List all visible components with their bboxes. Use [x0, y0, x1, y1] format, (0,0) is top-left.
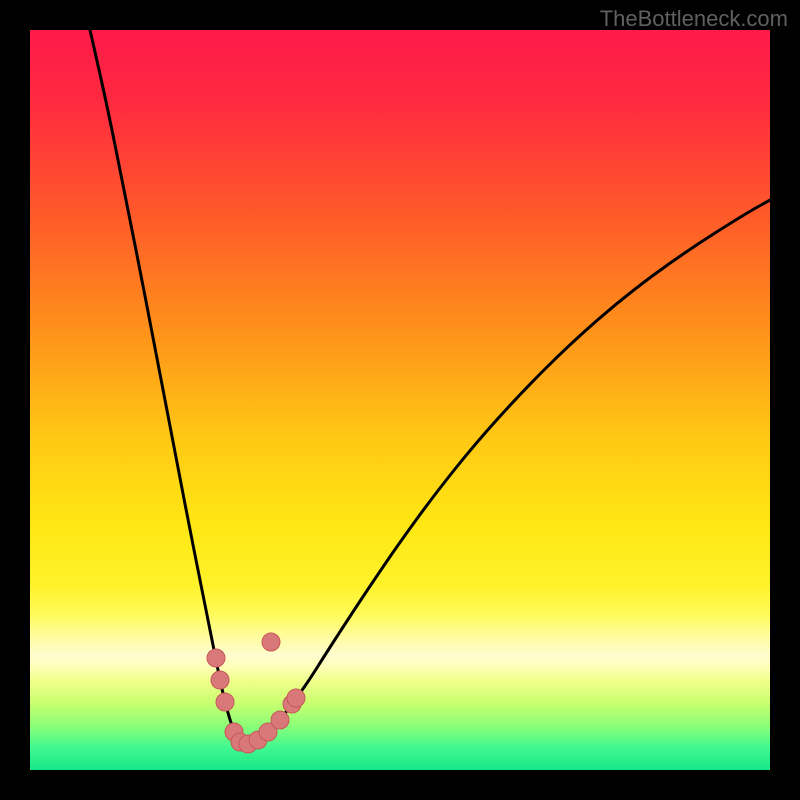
data-marker — [216, 693, 234, 711]
chart-frame: TheBottleneck.com — [0, 0, 800, 800]
plot-svg — [30, 30, 770, 770]
gradient-background — [30, 30, 770, 770]
data-marker — [271, 711, 289, 729]
data-marker — [262, 633, 280, 651]
plot-area — [30, 30, 770, 770]
data-marker — [287, 689, 305, 707]
data-marker — [211, 671, 229, 689]
watermark-text: TheBottleneck.com — [600, 6, 788, 32]
data-marker — [207, 649, 225, 667]
